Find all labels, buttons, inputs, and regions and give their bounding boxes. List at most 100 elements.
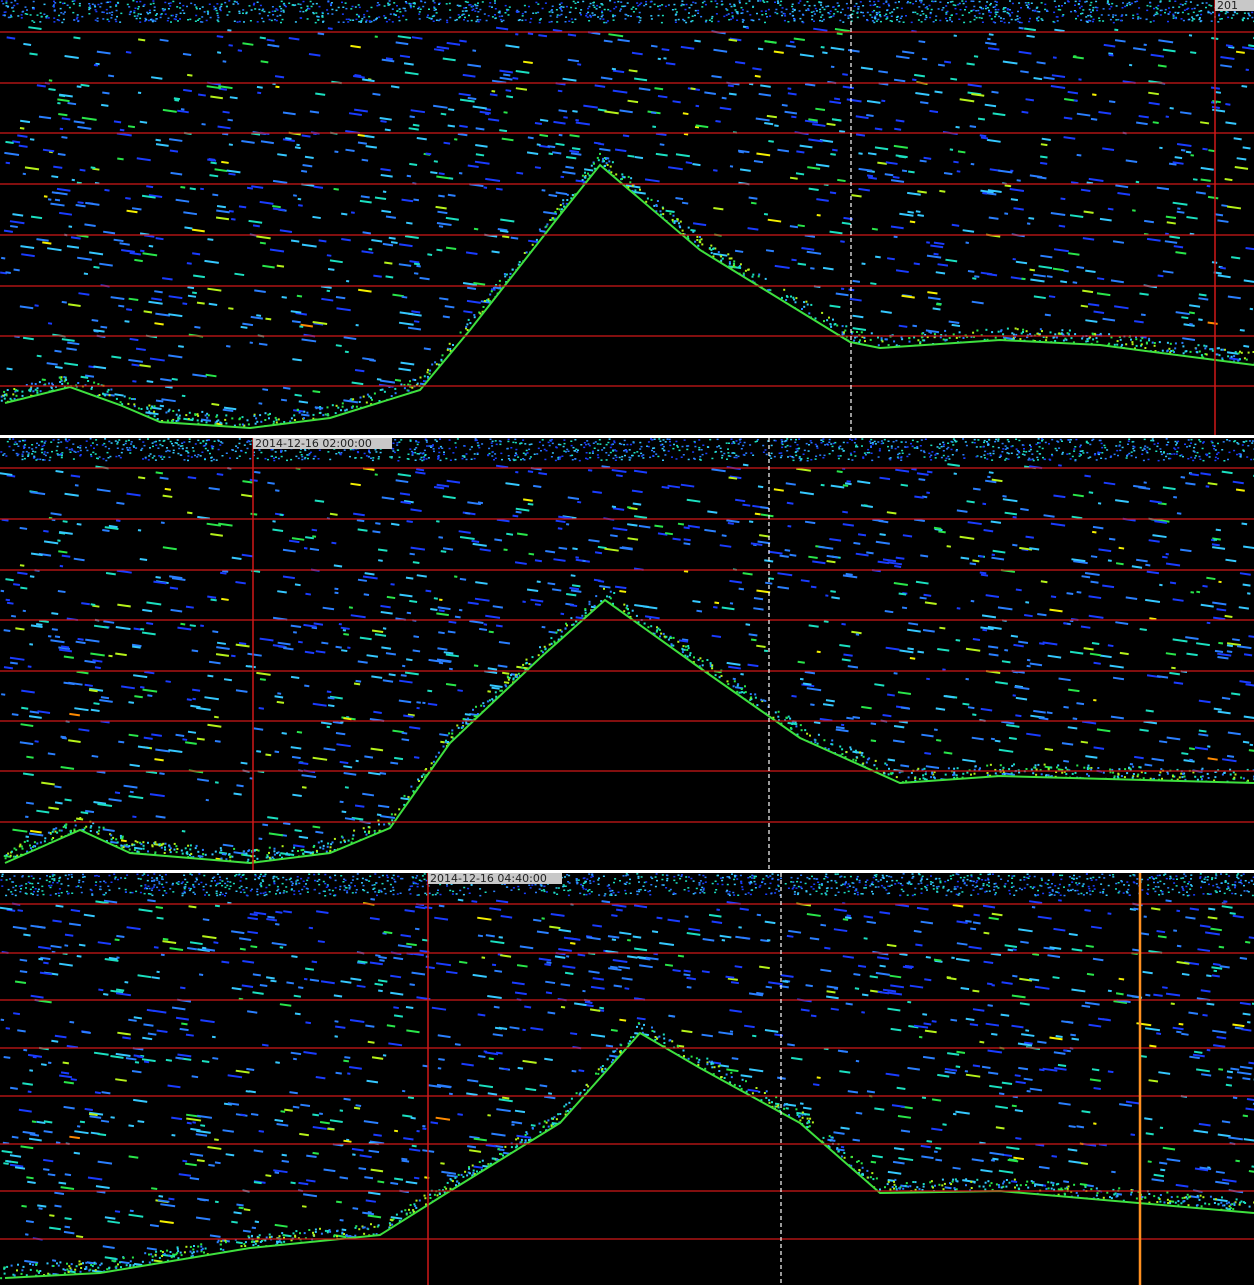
echo-dot [613, 19, 615, 21]
echo-dot [144, 445, 146, 447]
echo-dot [590, 3, 592, 5]
echo-dot [870, 439, 872, 441]
echo-dot [752, 276, 754, 278]
echo-dot [930, 445, 932, 447]
echo-dot [834, 324, 836, 326]
echo-dot [515, 442, 517, 444]
echo-dot [994, 16, 996, 18]
echo-dot [127, 450, 129, 452]
echo-dot [116, 10, 118, 12]
echo-dot [686, 4, 688, 6]
echo-dot [526, 450, 528, 452]
echo-dot [1207, 12, 1209, 14]
echo-dot [271, 456, 273, 458]
echo-dot [973, 9, 975, 11]
echo-dot [408, 458, 410, 460]
echo-dot [432, 0, 434, 2]
echo-dot [587, 12, 589, 14]
echo-dot [727, 448, 729, 450]
echo-dot [709, 439, 711, 441]
echo-dot [811, 19, 813, 21]
echo-dot [974, 15, 976, 17]
echo-dot [371, 7, 373, 9]
echo-dot [815, 458, 817, 460]
echo-dot [872, 20, 874, 22]
echo-dot [1206, 2, 1208, 4]
echo-dot [89, 5, 91, 7]
echo-dot [479, 9, 481, 11]
echo-dot [678, 222, 680, 224]
echo-dot [1153, 8, 1155, 10]
echo-dot [99, 456, 101, 458]
echo-dot [363, 14, 365, 16]
echo-dot [736, 12, 738, 14]
echo-dot [211, 445, 213, 447]
echo-dot [847, 15, 849, 17]
echo-dot [878, 456, 880, 458]
echo-dot [1131, 451, 1133, 453]
echo-dot [463, 19, 465, 21]
echo-dot [218, 449, 220, 451]
echo-dot [775, 440, 777, 442]
echo-dot [465, 326, 467, 328]
echo-dot [1122, 2, 1124, 4]
echo-dot [1018, 451, 1020, 453]
echo-dot [389, 0, 391, 2]
echo-dot [734, 457, 736, 459]
echo-dot [402, 15, 404, 17]
echo-dot [307, 6, 309, 8]
echo-dot [1086, 21, 1088, 23]
echo-dot [9, 446, 11, 448]
echo-dot [1000, 454, 1002, 456]
echo-dot [176, 6, 178, 8]
echo-dot [438, 4, 440, 6]
echo-dot [222, 455, 224, 457]
echo-dot [35, 459, 37, 461]
echo-dot [943, 444, 945, 446]
echo-dot [939, 448, 941, 450]
echo-dot [240, 450, 242, 452]
echo-dot [1129, 4, 1131, 6]
echo-dot [977, 10, 979, 12]
echo-dot [433, 448, 435, 450]
echo-dot [1140, 447, 1142, 449]
echo-dot [557, 14, 559, 16]
echo-dot [965, 441, 967, 443]
echo-dot [200, 455, 202, 457]
echo-dot [27, 456, 29, 458]
echo-dot [1029, 8, 1031, 10]
echo-dot [814, 13, 816, 15]
echo-dot [610, 452, 612, 454]
echo-dot [827, 12, 829, 14]
echo-dot [359, 401, 361, 403]
echo-dot [398, 441, 400, 443]
echo-dot [958, 19, 960, 21]
echo-dot [675, 22, 677, 24]
echo-dot [986, 458, 988, 460]
echo-dot [593, 2, 595, 3]
echo-dot [682, 19, 684, 21]
echo-dot [941, 9, 943, 11]
echo-dot [613, 458, 615, 460]
echo-dot [807, 460, 809, 462]
echo-dot [1165, 9, 1167, 11]
echo-dot [420, 9, 422, 11]
echo-dot [761, 14, 763, 16]
echo-dot [61, 457, 63, 459]
echo-dot [425, 439, 427, 441]
echo-dot [1146, 19, 1148, 21]
echo-dot [179, 18, 181, 20]
echo-dot [1117, 340, 1119, 342]
echo-dot [1149, 448, 1151, 450]
echo-dot [257, 458, 259, 460]
echo-dot [1202, 2, 1204, 4]
echo-dot [799, 458, 801, 460]
echo-dot [1184, 3, 1186, 5]
echo-dot [905, 15, 907, 17]
echo-dot [35, 383, 37, 385]
echo-dot [621, 459, 623, 461]
echo-dot [205, 443, 207, 445]
echo-dot [976, 456, 978, 458]
echo-dot [206, 440, 208, 442]
echo-dot [341, 2, 343, 3]
